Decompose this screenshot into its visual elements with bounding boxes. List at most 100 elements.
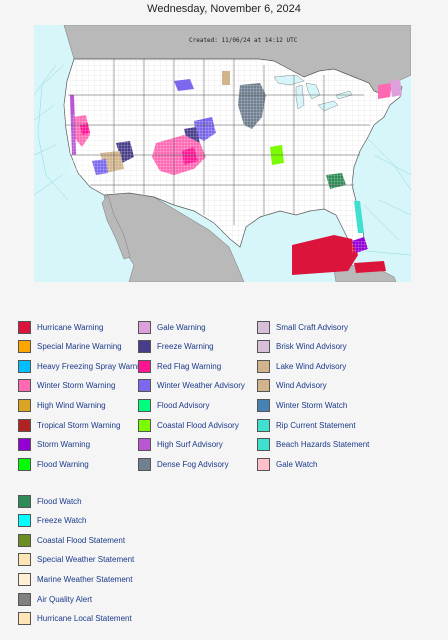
cuba-landmass [333, 264, 397, 282]
legend-swatch [257, 359, 270, 373]
legend-swatch [18, 457, 31, 471]
legend-swatch [257, 457, 270, 471]
legend-label: Coastal Flood Advisory [157, 420, 239, 430]
legend-item: Freeze Watch [18, 514, 87, 528]
legend-item: Winter Weather Advisory [138, 379, 245, 393]
legend-swatch [18, 379, 31, 393]
legend-item: Air Quality Alert [18, 592, 92, 606]
legend-item: Flood Watch [18, 494, 82, 508]
legend-swatch [18, 533, 31, 547]
legend-swatch [138, 457, 151, 471]
keys-hurricane-warning [354, 261, 386, 273]
legend-label: Brisk Wind Advisory [276, 342, 347, 352]
atlantic-rip-current [354, 201, 364, 233]
legend-label: Hurricane Warning [37, 322, 104, 332]
legend-swatch [138, 359, 151, 373]
legend-swatch [138, 379, 151, 393]
legend-item: Flood Advisory [138, 398, 209, 412]
legend-label: Beach Hazards Statement [276, 440, 370, 450]
legend-swatch [18, 572, 31, 586]
legend-item: Heavy Freezing Spray Warning [18, 359, 148, 373]
legend-item: Special Marine Warning [18, 340, 122, 354]
legend-item: Coastal Flood Statement [18, 533, 125, 547]
legend-item: Winter Storm Warning [18, 379, 115, 393]
legend-item: Hurricane Warning [18, 320, 103, 334]
legend-swatch [257, 418, 270, 432]
legend-label: Marine Weather Statement [37, 574, 133, 584]
legend-item: Hurricane Local Statement [18, 612, 132, 626]
legend-swatch [138, 340, 151, 354]
baja-peninsula [101, 194, 131, 260]
legend-swatch [257, 398, 270, 412]
legend-label: Gale Watch [276, 459, 318, 469]
legend-label: Tropical Storm Warning [37, 420, 121, 430]
legend-swatch [18, 494, 31, 508]
legend-label: High Wind Warning [37, 400, 106, 410]
legend-swatch [257, 340, 270, 354]
northern-winter-advisory [174, 79, 194, 91]
legend-label: High Surf Advisory [157, 440, 223, 450]
legend-label: Hurricane Local Statement [37, 614, 132, 624]
legend-label: Rip Current Statement [276, 420, 356, 430]
legend-swatch [18, 359, 31, 373]
marine-zone-lines [34, 64, 411, 256]
legend-swatch [18, 398, 31, 412]
plains-wind-advisory [222, 71, 230, 85]
legend-label: Lake Wind Advisory [276, 361, 347, 371]
legend-swatch [18, 418, 31, 432]
legend-item: Wind Advisory [257, 379, 327, 393]
legend-label: Flood Advisory [157, 400, 210, 410]
warnings-map: Created: 11/06/24 at 14:12 UTC [34, 25, 411, 282]
legend-swatch [18, 438, 31, 452]
legend-label: Air Quality Alert [37, 594, 93, 604]
legend-label: Storm Warning [37, 440, 91, 450]
legend-item: Flood Warning [18, 457, 89, 471]
legend-label: Wind Advisory [276, 381, 327, 391]
legend-item: Red Flag Warning [138, 359, 221, 373]
northeast-winter-storm [378, 83, 392, 99]
legend-item: Beach Hazards Statement [257, 438, 369, 452]
us-warnings-map-graphic: Created: 11/06/24 at 14:12 UTC [34, 25, 411, 282]
legend-item: High Wind Warning [18, 398, 106, 412]
legend-item: Brisk Wind Advisory [257, 340, 347, 354]
legend-item: Coastal Flood Advisory [138, 418, 239, 432]
legend-item: Gale Watch [257, 457, 318, 471]
legend-label: Dense Fog Advisory [157, 459, 229, 469]
legend-swatch [138, 418, 151, 432]
legend-label: Special Marine Warning [37, 342, 122, 352]
page-date: Wednesday, November 6, 2024 [147, 3, 301, 15]
legend-item: Marine Weather Statement [18, 572, 132, 586]
legend-label: Freeze Warning [157, 342, 214, 352]
legend-label: Flood Warning [37, 459, 89, 469]
legend-swatch [18, 612, 31, 626]
legend-label: Winter Storm Warning [37, 381, 116, 391]
legend-swatch [18, 320, 31, 334]
legend-item: Lake Wind Advisory [257, 359, 346, 373]
legend-swatch [18, 592, 31, 606]
legend-item: Rip Current Statement [257, 418, 356, 432]
legend-item: Small Craft Advisory [257, 320, 348, 334]
legend-swatch [138, 438, 151, 452]
legend-item: Dense Fog Advisory [138, 457, 229, 471]
legend-item: Special Weather Statement [18, 553, 134, 567]
legend-item: High Surf Advisory [138, 438, 223, 452]
legend-swatch [138, 320, 151, 334]
legend-item: Freeze Warning [138, 340, 214, 354]
legend-label: Freeze Watch [37, 516, 87, 526]
legend-item: Winter Storm Watch [257, 398, 347, 412]
legend-label: Red Flag Warning [157, 361, 222, 371]
legend-item: Storm Warning [18, 438, 90, 452]
gulf-hurricane-warning-zone [292, 235, 358, 275]
legend-label: Special Weather Statement [37, 555, 135, 565]
state-boundaries [66, 59, 370, 225]
legend-swatch [18, 340, 31, 354]
legend-swatch [138, 398, 151, 412]
legend-swatch [18, 553, 31, 567]
legend-swatch [257, 438, 270, 452]
legend-label: Gale Warning [157, 322, 206, 332]
legend-label: Coastal Flood Statement [37, 535, 126, 545]
legend-item: Tropical Storm Warning [18, 418, 120, 432]
northeast-marine-advisory [390, 79, 402, 97]
legend-swatch [257, 379, 270, 393]
legend-item: Gale Warning [138, 320, 206, 334]
